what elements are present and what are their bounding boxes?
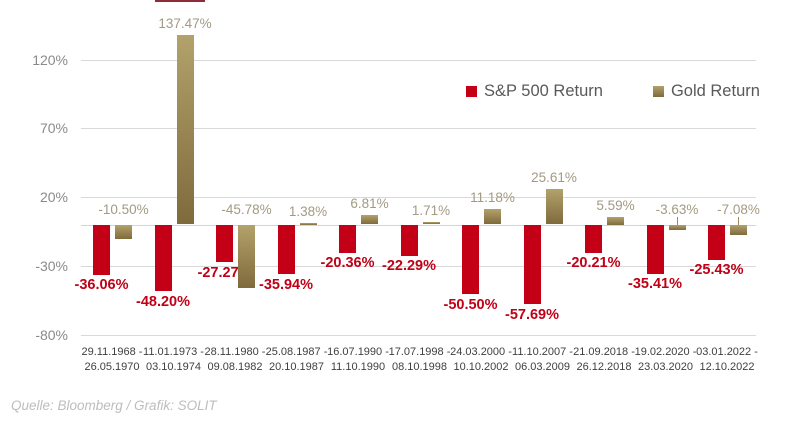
gold-value-label: 11.18% xyxy=(470,190,515,205)
period-end: 09.08.1982 xyxy=(207,361,263,373)
period-end: 08.10.1998 xyxy=(391,361,448,373)
gold-bar xyxy=(422,222,440,224)
gridline xyxy=(81,197,756,198)
gridline xyxy=(81,266,756,267)
y-axis-tick-label: 20% xyxy=(39,189,68,205)
gold-bar xyxy=(730,225,747,235)
period-end: 03.10.1974 xyxy=(145,361,202,373)
period-start: 11.10.2007 - xyxy=(512,346,573,358)
period-end: 20.10.1987 xyxy=(268,361,325,373)
x-axis-zero-line xyxy=(81,225,756,226)
x-axis-label: 25.08.1987 - 20.10.1987 xyxy=(266,345,328,375)
period-end: 12.10.2022 xyxy=(699,361,755,373)
x-axis-label: 29.11.1968 - 26.05.1970 xyxy=(82,345,143,375)
period-start: 28.11.1980 - xyxy=(204,346,266,358)
gold-value-label: -3.63% xyxy=(655,202,699,217)
period-start: 24.03.2000 - xyxy=(450,346,512,358)
sp500-bar xyxy=(708,225,725,260)
sp500-bar xyxy=(523,225,541,304)
sp500-bar xyxy=(93,225,110,275)
period-end: 11.10.1990 xyxy=(330,361,386,373)
gold-value-label: -10.50% xyxy=(98,202,149,217)
sp500-legend-label: S&P 500 Return xyxy=(484,82,603,100)
sp500-bar xyxy=(400,225,418,256)
x-axis-label: 21.09.2018 - 26.12.2018 xyxy=(573,345,635,375)
period-end: 10.10.2002 xyxy=(453,361,509,373)
x-axis-label: 24.03.2000 - 10.10.2002 xyxy=(450,345,512,375)
gold-bar xyxy=(176,35,194,224)
sp500-bar xyxy=(585,225,602,253)
gold-bar xyxy=(668,225,686,230)
x-axis-label: 17.07.1998 - 08.10.1998 xyxy=(389,345,451,375)
gridline xyxy=(81,335,756,336)
sp500-value-label: -48.20% xyxy=(135,294,191,310)
x-axis-label: 11.01.1973 - 03.10.1974 xyxy=(143,345,204,375)
sp500-bar xyxy=(277,225,295,274)
gold-bar xyxy=(484,209,501,224)
x-axis-label: 28.11.1980 - 09.08.1982 xyxy=(205,345,266,375)
gold-bar xyxy=(299,223,317,225)
x-axis-label: 11.10.2007 - 06.03.2009 xyxy=(512,345,573,375)
gold-value-label: 137.47% xyxy=(158,16,212,31)
x-axis-label: 03.01.2022 - 12.10.2022 xyxy=(696,345,758,375)
gold-bar xyxy=(545,189,563,224)
period-end: 26.12.2018 xyxy=(576,361,632,373)
y-axis-tick-label: -30% xyxy=(35,257,68,274)
gold-value-label: -7.08% xyxy=(717,202,760,217)
sp500-value-label: -20.21% xyxy=(566,255,621,271)
label-leader-line xyxy=(738,217,739,225)
gold-value-label: 6.81% xyxy=(350,196,389,211)
period-start: 03.01.2022 - xyxy=(696,346,758,358)
sp500-value-label: -35.94% xyxy=(258,277,314,293)
sp500-value-label: -50.50% xyxy=(443,297,498,313)
period-end: 06.03.2009 xyxy=(514,361,571,373)
period-start: 21.09.2018 - xyxy=(573,346,635,358)
gold-bar xyxy=(238,225,255,288)
sp500-legend-swatch-icon xyxy=(466,86,477,97)
label-leader-line xyxy=(677,217,678,225)
gold-bar xyxy=(361,215,378,224)
y-axis-tick-label: -80% xyxy=(35,326,68,343)
legend: S&P 500 Return Gold Return xyxy=(466,82,760,101)
period-start: 16.07.1990 - xyxy=(327,346,389,358)
sp500-bar xyxy=(216,225,233,262)
gold-value-label: 1.71% xyxy=(411,203,451,218)
period-end: 26.05.1970 xyxy=(84,361,140,373)
x-axis-label: 19.02.2020 - 23.03.2020 xyxy=(635,345,697,375)
y-axis-tick-label: 70% xyxy=(39,120,68,137)
y-axis-tick-label: 120% xyxy=(32,51,68,68)
sp500-value-label: -36.06% xyxy=(74,277,129,293)
period-start: 29.11.1968 - xyxy=(81,346,143,358)
gridline xyxy=(81,128,756,129)
period-start: 19.02.2020 - xyxy=(634,346,697,358)
sp500-bar xyxy=(154,225,172,291)
period-end: 23.03.2020 xyxy=(637,361,694,373)
cropped-top-artifact xyxy=(155,0,205,2)
gridline xyxy=(81,60,756,61)
period-start: 25.08.1987 - xyxy=(265,346,328,358)
period-start: 17.07.1998 - xyxy=(388,346,451,358)
sp500-bar xyxy=(646,225,664,274)
sp500-bar xyxy=(462,225,479,294)
gold-value-label: 5.59% xyxy=(596,198,635,213)
period-start: 11.01.1973 - xyxy=(143,346,204,358)
sp500-value-label: -57.69% xyxy=(504,307,560,323)
gold-value-label: 1.38% xyxy=(288,204,328,219)
sp500-bar xyxy=(339,225,356,253)
source-credit: Quelle: Bloomberg / Grafik: SOLIT xyxy=(11,398,217,413)
sp500-value-label: -20.36% xyxy=(320,255,375,271)
gold-legend-label: Gold Return xyxy=(670,82,760,100)
sp500-value-label: -22.29% xyxy=(381,258,437,274)
gold-legend-swatch-icon xyxy=(652,86,664,97)
sp500-value-label: -35.41% xyxy=(627,276,683,292)
gold-value-label: 25.61% xyxy=(531,170,577,185)
x-axis-label: 16.07.1990 - 11.10.1990 xyxy=(327,345,389,375)
gold-value-label: -45.78% xyxy=(221,202,272,217)
gold-bar xyxy=(115,225,132,239)
gold-bar xyxy=(607,217,624,225)
sp500-value-label: -25.43% xyxy=(689,262,744,278)
